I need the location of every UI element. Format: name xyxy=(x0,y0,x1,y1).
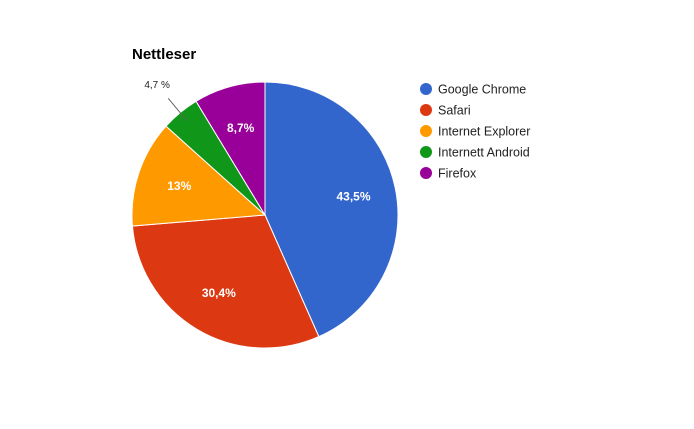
chart-title: Nettleser xyxy=(132,46,196,63)
slice-label-google-chrome: 43,5% xyxy=(336,189,370,203)
legend-swatch-internet-explorer xyxy=(420,125,432,137)
legend-label-google-chrome: Google Chrome xyxy=(438,83,526,97)
legend-item-internett-android[interactable]: Internett Android xyxy=(420,146,530,160)
slice-label-internett-android: 4,7 % xyxy=(144,80,170,91)
legend-item-google-chrome[interactable]: Google Chrome xyxy=(420,83,526,97)
legend-item-safari[interactable]: Safari xyxy=(420,104,471,118)
slice-labels: 43,5% 30,4% 13% 4,7 % 8,7% xyxy=(144,80,370,300)
pie-slice-safari[interactable] xyxy=(131,214,320,349)
legend-label-internett-android: Internett Android xyxy=(438,146,530,160)
legend-label-internet-explorer: Internet Explorer xyxy=(438,125,530,139)
slice-label-safari: 30,4% xyxy=(202,286,236,300)
slice-label-firefox: 8,7% xyxy=(227,121,255,135)
legend-swatch-internett-android xyxy=(420,146,432,158)
legend: Google Chrome Safari Internet Explorer Inte… xyxy=(420,83,530,181)
legend-swatch-google-chrome xyxy=(420,83,432,95)
slice-label-internet-explorer: 13% xyxy=(167,179,191,193)
leader-line-internett-android xyxy=(167,97,188,122)
legend-label-safari: Safari xyxy=(438,104,471,118)
legend-label-firefox: Firefox xyxy=(438,167,477,181)
pie-slices xyxy=(131,81,399,349)
pie-slice-internet-explorer[interactable] xyxy=(131,125,267,227)
pie-slice-google-chrome[interactable] xyxy=(264,81,399,338)
legend-swatch-safari xyxy=(420,104,432,116)
legend-swatch-firefox xyxy=(420,167,432,179)
pie-slice-firefox[interactable] xyxy=(195,81,266,217)
legend-item-firefox[interactable]: Firefox xyxy=(420,167,477,181)
legend-item-internet-explorer[interactable]: Internet Explorer xyxy=(420,125,530,139)
